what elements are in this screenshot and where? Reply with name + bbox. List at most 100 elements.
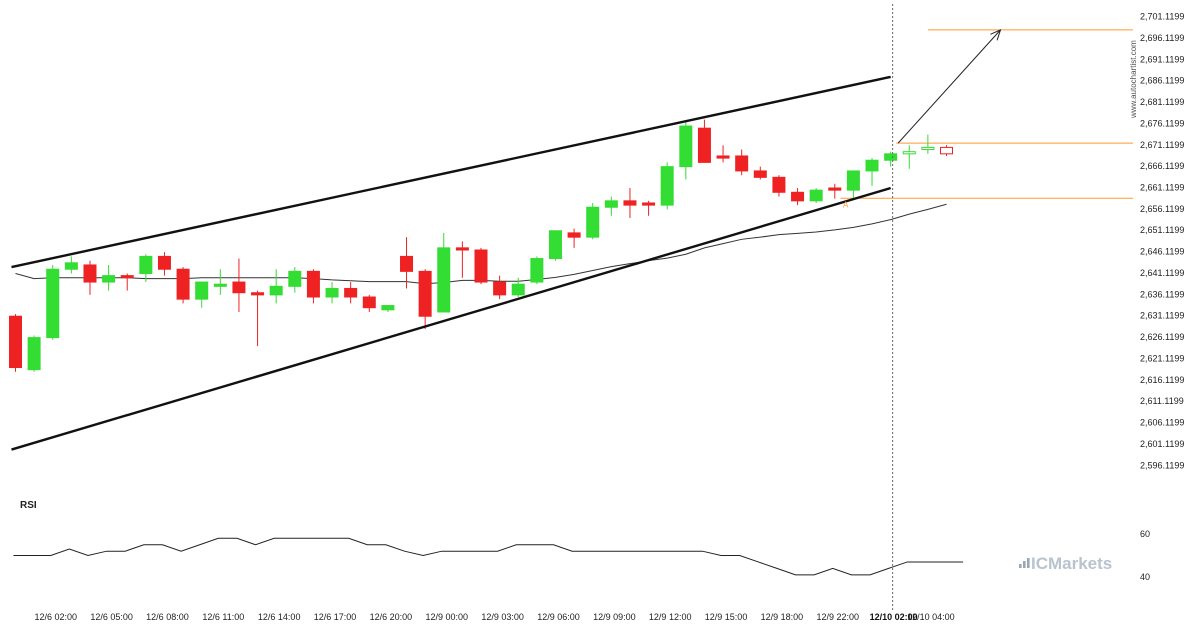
horizontal-levels-layer [840,29,1133,199]
time-tick-label: 12/9 22:00 [817,612,860,622]
candle-body [418,270,432,317]
time-tick-label: 12/9 12:00 [649,612,692,622]
candle-body [176,268,190,300]
candle-body [64,262,78,270]
candle-body [102,275,116,283]
candle-body [753,170,767,178]
svg-text:ICMarkets: ICMarkets [1031,554,1112,573]
candle [940,145,953,156]
candle [64,256,78,274]
time-tick-label: 12/9 00:00 [425,612,468,622]
candle-body [530,258,544,283]
annotations-layer: A [843,200,849,209]
candle-body [940,146,953,155]
candle-body [288,270,302,287]
candle [548,230,562,261]
logo-suffix: Markets [1048,554,1112,573]
time-tick-label: 12/9 06:00 [537,612,580,622]
candle-body [213,283,227,287]
candle-body [772,176,786,193]
candle-body [716,155,730,159]
price-tick-label: 2,606.1199 [1140,418,1184,428]
time-tick-label: 12/6 08:00 [146,612,189,622]
price-tick-label: 2,701.1199 [1140,12,1184,22]
candle [902,145,916,169]
candle [474,247,488,285]
price-tick-label: 2,601.1199 [1140,439,1184,449]
candle [846,170,860,199]
candle-body [660,166,674,206]
price-tick-label: 2,631.1199 [1140,311,1184,321]
candle-body [157,255,171,270]
candle [157,252,171,276]
candles-layer [9,119,953,372]
price-tick-label: 2,686.1199 [1140,76,1184,86]
price-tick-label: 2,681.1199 [1140,97,1184,107]
candle-body [474,249,488,283]
candle [884,151,898,167]
candle [772,175,786,197]
candle [120,273,134,291]
candle-body [809,189,823,202]
candle [418,269,432,330]
brand-logo: ICMarkets [1019,554,1112,573]
time-tick-label: 12/10 02:00 [870,612,918,622]
time-tick-label: 12/9 18:00 [761,612,804,622]
price-tick-label: 2,671.1199 [1140,140,1184,150]
candle-body [269,285,283,296]
price-tick-label: 2,691.1199 [1140,54,1184,64]
price-tick-label: 2,676.1199 [1140,118,1184,128]
candle [809,188,823,203]
candle [530,256,544,285]
price-tick-label: 2,656.1199 [1140,204,1184,214]
price-tick-label: 2,666.1199 [1140,161,1184,171]
time-tick-label: 12/10 04:00 [907,612,955,622]
candle [46,264,60,340]
candle [362,294,376,312]
time-axis: 12/6 02:00 12/6 05:00 12/6 08:00 12/6 11:00… [34,612,954,622]
price-tick-label: 2,646.1199 [1140,247,1184,257]
time-tick-label: 12/6 14:00 [258,612,301,622]
candle-body [251,292,265,296]
candle-body [83,264,97,283]
candle-body [139,255,153,274]
logo-bar [1019,564,1022,568]
time-tick-label: 12/9 15:00 [705,612,748,622]
candle-body [865,159,879,172]
time-tick-label: 12/6 05:00 [90,612,133,622]
candle-body [884,153,898,161]
candle-body [195,281,209,300]
rsi-label: RSI [20,500,37,511]
candle-body [511,283,525,296]
candle [232,258,246,312]
watermark-text: www.autochartist.com [1129,40,1138,119]
logo-bars-icon [1019,558,1030,568]
candle-body [791,191,805,202]
rsi-tick-label: 40 [1140,572,1150,582]
price-tick-label: 2,616.1199 [1140,375,1184,385]
candle [251,290,265,347]
candle-body [493,281,507,296]
candle [921,134,935,154]
candle [27,335,41,372]
candle [604,196,618,216]
rsi-panel: RSI [13,500,964,576]
candle-body [344,287,358,298]
candle-body [46,268,60,339]
candle [493,275,507,300]
candle [139,254,153,283]
candle-body [846,170,860,191]
candle-body [9,315,22,369]
candle-body [548,230,562,260]
candle-body [623,200,637,206]
rsi-axis: 60 40 [1140,529,1150,582]
candle-body [325,287,339,298]
candle [642,200,656,216]
candle-body [735,155,749,172]
price-tick-label: 2,641.1199 [1140,268,1184,278]
time-tick-label: 12/6 11:00 [202,612,244,622]
candle [176,267,190,304]
time-tick-label: 12/6 20:00 [370,612,413,622]
